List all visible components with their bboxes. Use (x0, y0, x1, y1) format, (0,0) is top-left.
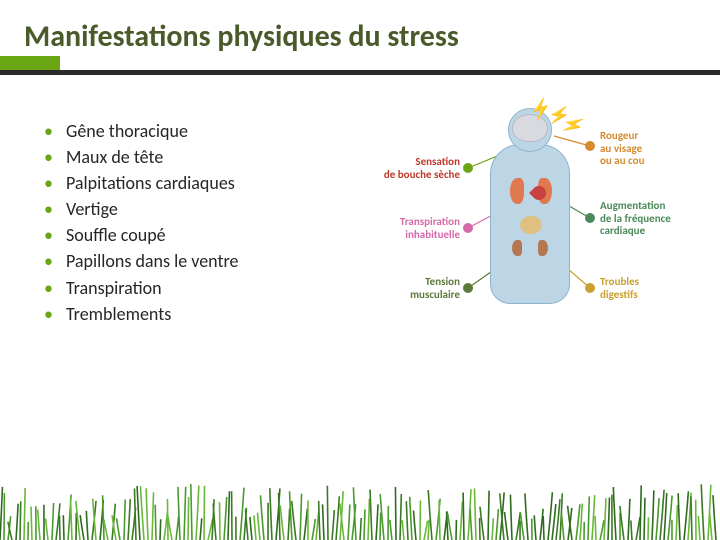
slide-title: Manifestations physiques du stress (24, 18, 459, 55)
list-item: Vertige (44, 196, 238, 222)
body-diagram: ⚡ ⚡ ⚡ Sensationde bouche sèche Transpira… (360, 100, 700, 360)
list-item: Tremblements (44, 301, 238, 327)
list-item: Palpitations cardiaques (44, 170, 238, 196)
stomach-icon (520, 216, 542, 234)
grass-svg (0, 480, 720, 540)
kidney-left-icon (512, 240, 522, 256)
diagram-label: Rougeurau visageou au cou (600, 130, 645, 168)
kidney-right-icon (538, 240, 548, 256)
diagram-label: Troublesdigestifs (600, 276, 639, 301)
human-silhouette (490, 108, 570, 328)
accent-bar (0, 56, 60, 70)
list-item: Maux de tête (44, 144, 238, 170)
diagram-label: Augmentationde la fréquencecardiaque (600, 200, 671, 238)
diagram-label: Tensionmusculaire (360, 276, 460, 301)
pin-dot (463, 163, 473, 173)
list-item: Transpiration (44, 275, 238, 301)
list-item: Gêne thoracique (44, 118, 238, 144)
diagram-label: Transpirationinhabituelle (360, 216, 460, 241)
grass-footer (0, 480, 720, 540)
lung-left-icon (510, 178, 524, 204)
list-item: Papillons dans le ventre (44, 248, 238, 274)
diagram-label: Sensationde bouche sèche (360, 156, 460, 181)
pin-dot (463, 283, 473, 293)
pin-dot (585, 213, 595, 223)
pin-dot (585, 283, 595, 293)
list-item: Souffle coupé (44, 222, 238, 248)
slide: { "title": "Manifestations physiques du … (0, 0, 720, 540)
pin-dot (463, 223, 473, 233)
pin-dot (585, 141, 595, 151)
title-divider (0, 70, 720, 75)
bullet-list: Gêne thoracique Maux de tête Palpitation… (44, 118, 238, 327)
